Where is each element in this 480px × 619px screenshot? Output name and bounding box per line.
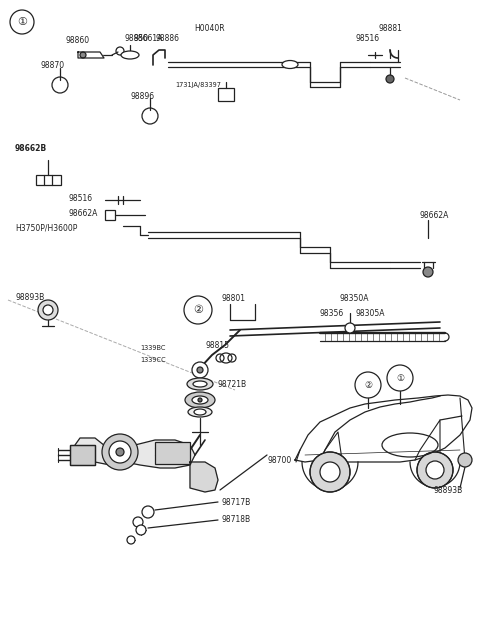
Text: 98815: 98815: [205, 340, 229, 350]
Circle shape: [417, 452, 453, 488]
Circle shape: [320, 462, 340, 482]
Text: 98516: 98516: [68, 194, 92, 202]
Text: 98516: 98516: [355, 33, 379, 43]
Circle shape: [109, 441, 131, 463]
Circle shape: [142, 506, 154, 518]
Polygon shape: [75, 438, 195, 468]
Ellipse shape: [192, 396, 208, 404]
Text: 98662B: 98662B: [15, 144, 47, 152]
Text: 98305A: 98305A: [355, 308, 384, 318]
Text: ①: ①: [396, 373, 404, 383]
Circle shape: [136, 525, 146, 535]
Circle shape: [43, 305, 53, 315]
Text: 98661A: 98661A: [133, 33, 163, 43]
Circle shape: [426, 461, 444, 479]
Circle shape: [133, 517, 143, 527]
Ellipse shape: [121, 51, 139, 59]
Bar: [36, 175, 61, 185]
Ellipse shape: [194, 409, 206, 415]
Text: 98860: 98860: [66, 35, 90, 45]
Text: 98893B: 98893B: [434, 485, 463, 495]
Bar: [70, 445, 95, 465]
Text: 98896: 98896: [130, 92, 154, 100]
Text: 98870: 98870: [40, 61, 64, 69]
Circle shape: [345, 323, 355, 333]
Text: ②: ②: [364, 381, 372, 389]
Text: 1731JA/83397: 1731JA/83397: [175, 82, 221, 88]
Circle shape: [116, 448, 124, 456]
Text: ②: ②: [193, 305, 203, 315]
Text: 98356: 98356: [320, 308, 344, 318]
Ellipse shape: [220, 353, 232, 363]
Circle shape: [310, 452, 350, 492]
Ellipse shape: [193, 381, 207, 387]
Ellipse shape: [187, 378, 213, 390]
Text: ①: ①: [17, 17, 27, 27]
Circle shape: [102, 434, 138, 470]
Text: 1339CC: 1339CC: [140, 357, 166, 363]
Text: H3750P/H3600P: H3750P/H3600P: [15, 223, 77, 233]
Text: 98893B: 98893B: [15, 293, 44, 301]
Ellipse shape: [282, 61, 298, 69]
Circle shape: [192, 362, 208, 378]
Text: H0040R: H0040R: [195, 24, 225, 33]
Polygon shape: [78, 52, 104, 58]
Text: 98850: 98850: [124, 33, 148, 43]
Bar: [70, 445, 95, 465]
Polygon shape: [190, 462, 218, 492]
Text: 98662A: 98662A: [68, 209, 97, 217]
Text: 98718B: 98718B: [222, 516, 251, 524]
Text: 98717B: 98717B: [222, 498, 251, 506]
Bar: [105, 210, 115, 220]
Circle shape: [198, 398, 202, 402]
Text: 98801: 98801: [222, 293, 246, 303]
Circle shape: [80, 52, 86, 58]
Circle shape: [458, 453, 472, 467]
Ellipse shape: [188, 407, 212, 417]
Polygon shape: [295, 395, 472, 462]
Text: 98886: 98886: [155, 33, 179, 43]
Circle shape: [38, 300, 58, 320]
Text: 98881: 98881: [378, 24, 402, 33]
Text: 98350A: 98350A: [340, 293, 370, 303]
Text: 98662A: 98662A: [420, 210, 449, 220]
Circle shape: [423, 267, 433, 277]
Ellipse shape: [185, 392, 215, 408]
Circle shape: [127, 536, 135, 544]
Text: 1339BC: 1339BC: [140, 345, 166, 351]
Circle shape: [197, 367, 203, 373]
Text: 98700: 98700: [268, 456, 292, 464]
Circle shape: [386, 75, 394, 83]
Text: 98721B: 98721B: [218, 379, 247, 389]
Bar: [155, 442, 190, 464]
Bar: [218, 88, 234, 101]
